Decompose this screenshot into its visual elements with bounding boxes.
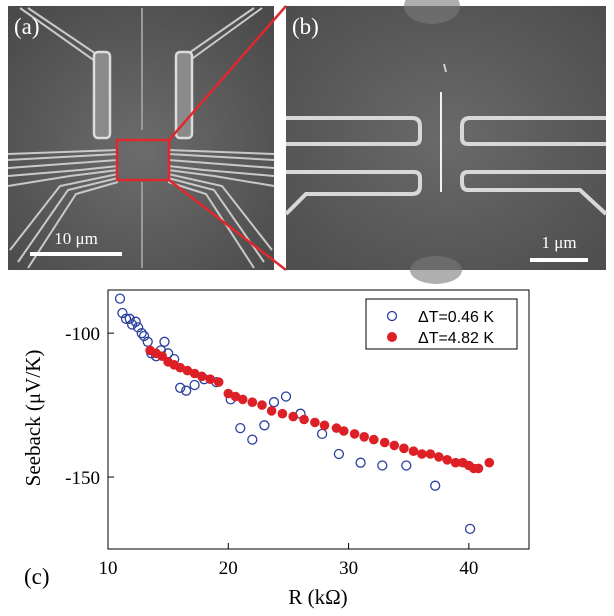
- data-point: [359, 432, 370, 442]
- data-point: [389, 440, 400, 451]
- data-point: [237, 394, 248, 405]
- x-tick-label: 30: [339, 558, 358, 579]
- data-point: [484, 457, 495, 468]
- y-tick-label: -150: [65, 468, 100, 489]
- data-point: [138, 330, 150, 342]
- data-point: [223, 388, 234, 399]
- panel-a-heater-right: [174, 50, 194, 140]
- panel-a-zoom-box: [115, 138, 171, 182]
- data-point: [442, 455, 453, 465]
- x-tick-label: 10: [99, 558, 118, 579]
- data-point: [277, 408, 288, 419]
- data-point: [175, 382, 186, 393]
- data-point: [408, 446, 419, 457]
- data-point: [430, 480, 441, 491]
- data-point: [379, 437, 390, 448]
- data-point: [288, 411, 299, 422]
- x-tick-labels: 10 20 30 40: [99, 558, 479, 579]
- panel-c-chart: 10 20 30 40 -100 -150 ΔT=0.46 K ΔT=4.82 K R …: [21, 289, 530, 609]
- panel-b-scalebar: [530, 258, 588, 262]
- panel-b-micrograph: 1 μm (b): [284, 0, 608, 284]
- panel-b-label: (b): [292, 14, 319, 39]
- panel-a-scalebar: [30, 252, 122, 256]
- data-point: [349, 429, 360, 439]
- panel-b-electrodes: [284, 116, 608, 216]
- legend: ΔT=0.46 K ΔT=4.82 K: [365, 298, 518, 350]
- data-point: [247, 434, 258, 445]
- data-point: [268, 397, 280, 408]
- plot-frame: [107, 289, 530, 550]
- panel-a-label: (a): [14, 14, 40, 39]
- data-point: [355, 457, 366, 468]
- data-point: [126, 319, 138, 330]
- panel-a-micrograph: 10 μm (a): [7, 6, 275, 270]
- data-point: [235, 422, 246, 434]
- data-point: [117, 307, 128, 319]
- data-point: [189, 379, 200, 391]
- data-point: [425, 449, 436, 459]
- y-tick-labels: -100 -150: [65, 324, 100, 489]
- series-dt-4.82: [145, 345, 495, 474]
- panel-c-label: (c): [24, 564, 50, 589]
- data-point: [175, 362, 185, 373]
- data-point: [120, 313, 132, 324]
- data-point: [197, 371, 207, 382]
- data-point: [417, 449, 427, 459]
- data-point: [257, 400, 267, 410]
- data-point: [473, 463, 484, 474]
- legend-label-dt-4.82: ΔT=4.82 K: [418, 330, 494, 347]
- data-point: [114, 293, 126, 304]
- legend-label-dt-0.46: ΔT=0.46 K: [418, 309, 494, 326]
- data-point: [136, 328, 147, 339]
- y-axis-title: Seeback (μV/K): [21, 350, 45, 487]
- panel-b-scalebar-label: 1 μm: [541, 233, 576, 252]
- data-point: [434, 452, 444, 462]
- data-point: [319, 420, 330, 431]
- panel-b-background: [286, 6, 606, 270]
- legend-marker-dt-4.82: [387, 332, 397, 342]
- panel-b-debris: [443, 63, 447, 73]
- data-point: [157, 351, 167, 362]
- data-point: [124, 313, 135, 324]
- data-point: [299, 414, 309, 425]
- panel-a-heater-left: [92, 50, 112, 140]
- data-point: [130, 316, 141, 327]
- data-point: [369, 434, 379, 445]
- y-tick-label: -100: [65, 324, 100, 345]
- data-point: [339, 426, 349, 436]
- data-point: [450, 457, 461, 468]
- data-point: [310, 417, 320, 428]
- panel-a-scalebar-label: 10 μm: [54, 229, 98, 248]
- data-point: [280, 391, 292, 402]
- data-point: [205, 374, 215, 385]
- data-point: [159, 336, 170, 347]
- axis-ticks: [107, 332, 470, 549]
- data-point: [213, 377, 224, 387]
- x-tick-label: 40: [459, 558, 478, 579]
- data-point: [181, 385, 192, 396]
- legend-marker-dt-0.46: [386, 310, 398, 322]
- data-point: [464, 523, 476, 535]
- data-point: [331, 423, 342, 433]
- data-point: [259, 420, 270, 431]
- data-point: [266, 406, 277, 416]
- data-point: [316, 428, 328, 440]
- data-point: [182, 365, 193, 376]
- data-point: [399, 443, 409, 454]
- data-point: [230, 391, 241, 402]
- panel-a-wires: [7, 7, 275, 269]
- x-axis-title: R (kΩ): [288, 585, 347, 609]
- data-point: [401, 460, 412, 471]
- data-point: [247, 397, 258, 408]
- data-point: [189, 368, 200, 379]
- data-point: [377, 460, 388, 471]
- x-tick-label: 20: [219, 558, 238, 579]
- data-point: [333, 448, 345, 460]
- zoom-connectors: [168, 5, 287, 271]
- data-point: [132, 322, 144, 333]
